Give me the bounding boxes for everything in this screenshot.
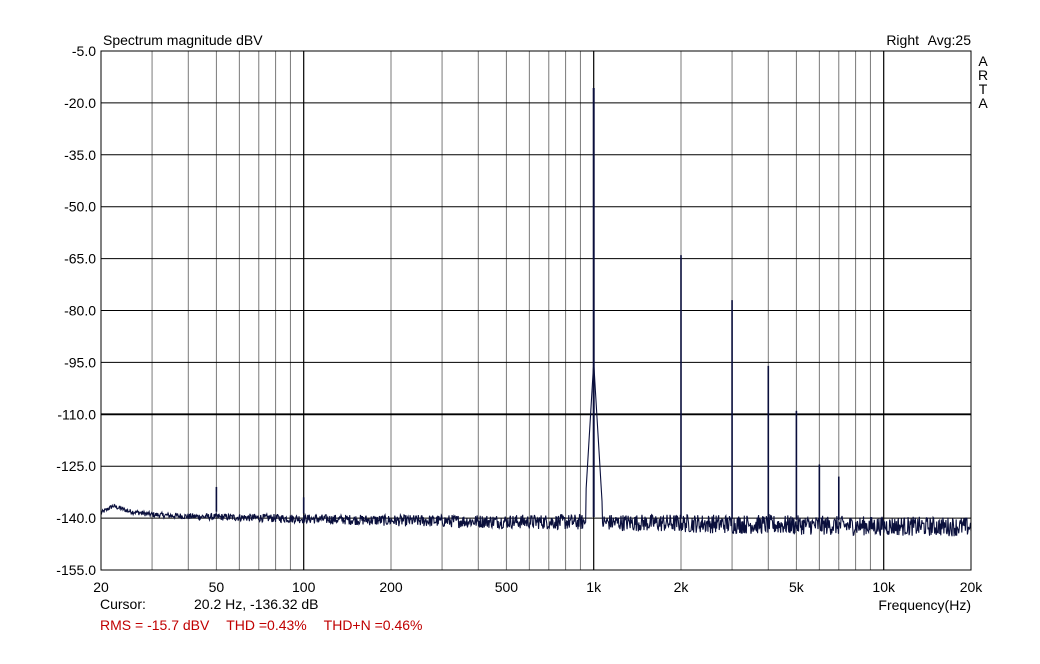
averaging-label: Avg:25 [928, 32, 972, 48]
y-tick-label: -50.0 [64, 199, 96, 215]
thd-readout: THD =0.43% [226, 617, 307, 633]
y-tick-label: -35.0 [64, 147, 96, 163]
y-tick-label: -65.0 [64, 251, 96, 267]
x-tick-label: 2k [674, 579, 690, 595]
y-tick-label: -95.0 [64, 354, 96, 370]
x-tick-label: 20 [93, 579, 109, 595]
x-tick-label: 200 [379, 579, 403, 595]
y-tick-label: -125.0 [56, 458, 96, 474]
x-axis-title: Frequency(Hz) [878, 597, 971, 613]
y-tick-label: -140.0 [56, 510, 96, 526]
measurement-line: RMS = -15.7 dBV THD =0.43% THD+N =0.46% [100, 618, 422, 632]
y-tick-labels: -5.0 -20.0 -35.0 -50.0 -65.0 -80.0 -95.0 -110.0… [56, 43, 96, 578]
x-tick-label: 10k [872, 579, 896, 595]
cursor-label: Cursor: [100, 596, 146, 612]
x-tick-labels: 20 50 100 200 500 1k 2k 5k 10k 20k [93, 579, 983, 595]
rms-readout: RMS = -15.7 dBV [100, 617, 210, 633]
channel-label: Right [886, 32, 919, 48]
x-tick-label: 500 [495, 579, 519, 595]
y-tick-label: -80.0 [64, 303, 96, 319]
watermark-letter: A [978, 53, 988, 69]
x-tick-label: 20k [960, 579, 984, 595]
noise-floor-trace [100, 364, 972, 537]
y-tick-label: -5.0 [72, 43, 96, 59]
cursor-readout: 20.2 Hz, -136.32 dB [194, 596, 319, 612]
y-tick-label: -110.0 [57, 406, 96, 422]
x-tick-label: 5k [789, 579, 805, 595]
chart-title: Spectrum magnitude dBV [103, 32, 263, 48]
watermark-letter: T [979, 81, 988, 97]
thd-n-readout: THD+N =0.46% [323, 617, 423, 633]
watermark-letter: R [978, 67, 988, 83]
plot-frame [100, 50, 972, 571]
spectrum-trace [100, 88, 972, 537]
x-tick-label: 50 [209, 579, 225, 595]
watermark-letter: A [978, 95, 988, 111]
y-tick-label: -20.0 [64, 95, 96, 111]
y-tick-label: -155.0 [56, 562, 96, 578]
x-tick-label: 100 [292, 579, 316, 595]
grid [101, 51, 971, 570]
x-tick-label: 1k [586, 579, 602, 595]
